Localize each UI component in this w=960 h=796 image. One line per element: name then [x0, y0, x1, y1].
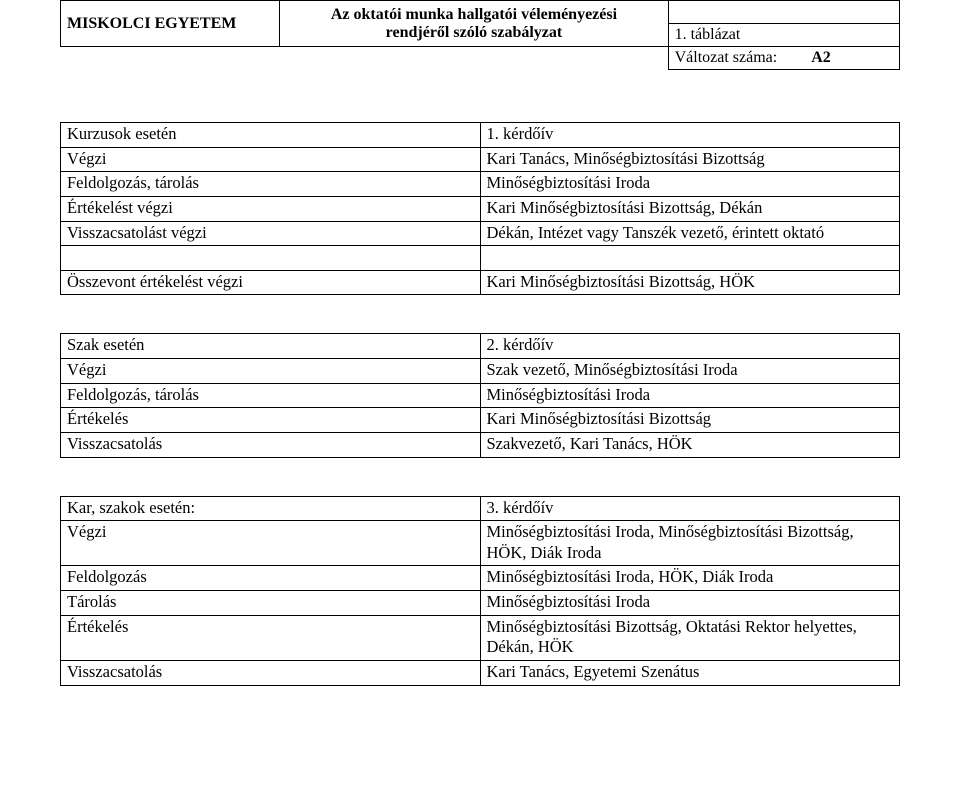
cell-left: Visszacsatolást végzi	[61, 221, 481, 246]
cell-right: Minőségbiztosítási Bizottság, Oktatási R…	[480, 615, 900, 660]
table-row: Visszacsatolást végziDékán, Intézet vagy…	[61, 221, 900, 246]
cell-left: Végzi	[61, 521, 481, 566]
table-row: TárolásMinőségbiztosítási Iroda	[61, 591, 900, 616]
page: MISKOLCI EGYETEM Az oktatói munka hallga…	[0, 0, 960, 796]
cell-left: Kurzusok esetén	[61, 123, 481, 148]
cell-left: Visszacsatolás	[61, 660, 481, 685]
cell-right: 3. kérdőív	[480, 496, 900, 521]
header-blank	[668, 1, 899, 24]
table-row: VisszacsatolásSzakvezető, Kari Tanács, H…	[61, 432, 900, 457]
table-row: VégziKari Tanács, Minőségbiztosítási Biz…	[61, 147, 900, 172]
cell-right: Minőségbiztosítási Iroda, Minőségbiztosí…	[480, 521, 900, 566]
cell-right: Minőségbiztosítási Iroda	[480, 172, 900, 197]
cell-right: 1. kérdőív	[480, 123, 900, 148]
cell-left: Feldolgozás, tárolás	[61, 172, 481, 197]
table-row: Értékelést végziKari Minőségbiztosítási …	[61, 196, 900, 221]
cell-left: Feldolgozás	[61, 566, 481, 591]
table-row: ÉrtékelésMinőségbiztosítási Bizottság, O…	[61, 615, 900, 660]
table-row: Kurzusok esetén1. kérdőív	[61, 123, 900, 148]
header-title-line1: Az oktatói munka hallgatói véleményezési	[331, 6, 617, 23]
table-kurzusok-body: Kurzusok esetén1. kérdőívVégziKari Tanác…	[61, 123, 900, 295]
cell-right: Szakvezető, Kari Tanács, HÖK	[480, 432, 900, 457]
cell-right: Kari Minőségbiztosítási Bizottság	[480, 408, 900, 433]
table-row: Feldolgozás, tárolásMinőségbiztosítási I…	[61, 172, 900, 197]
cell-left: Végzi	[61, 147, 481, 172]
cell-right: Minőségbiztosítási Iroda, HÖK, Diák Irod…	[480, 566, 900, 591]
table-row: Szak esetén2. kérdőív	[61, 334, 900, 359]
cell-left: Szak esetén	[61, 334, 481, 359]
header-version: Változat száma: A2	[668, 47, 899, 70]
table-row: Összevont értékelést végziKari Minőségbi…	[61, 270, 900, 295]
cell-right: Kari Tanács, Egyetemi Szenátus	[480, 660, 900, 685]
cell-left: Végzi	[61, 359, 481, 384]
cell-empty	[61, 246, 481, 271]
cell-left: Visszacsatolás	[61, 432, 481, 457]
header-version-value: A2	[811, 49, 831, 67]
table-row: Feldolgozás, tárolásMinőségbiztosítási I…	[61, 383, 900, 408]
table-row: Kar, szakok esetén:3. kérdőív	[61, 496, 900, 521]
cell-right: Kari Tanács, Minőségbiztosítási Bizottsá…	[480, 147, 900, 172]
table-gap-row	[61, 246, 900, 271]
table-kar-body: Kar, szakok esetén:3. kérdőívVégziMinősé…	[61, 496, 900, 685]
cell-right: Szak vezető, Minőségbiztosítási Iroda	[480, 359, 900, 384]
cell-left: Tárolás	[61, 591, 481, 616]
cell-right: Minőségbiztosítási Iroda	[480, 383, 900, 408]
cell-right: Kari Minőségbiztosítási Bizottság, HÖK	[480, 270, 900, 295]
cell-right: Kari Minőségbiztosítási Bizottság, Dékán	[480, 196, 900, 221]
header-title-line2: rendjéről szóló szabályzat	[386, 24, 563, 41]
table-szak: Szak esetén2. kérdőívVégziSzak vezető, M…	[60, 333, 900, 457]
table-row: FeldolgozásMinőségbiztosítási Iroda, HÖK…	[61, 566, 900, 591]
header-table: MISKOLCI EGYETEM Az oktatói munka hallga…	[60, 0, 900, 70]
header-org: MISKOLCI EGYETEM	[61, 1, 280, 47]
cell-left: Értékelés	[61, 408, 481, 433]
table-row: VisszacsatolásKari Tanács, Egyetemi Szen…	[61, 660, 900, 685]
table-row: ÉrtékelésKari Minőségbiztosítási Bizotts…	[61, 408, 900, 433]
header-title: Az oktatói munka hallgatói véleményezési…	[280, 1, 668, 47]
table-kurzusok: Kurzusok esetén1. kérdőívVégziKari Tanác…	[60, 122, 900, 295]
table-szak-body: Szak esetén2. kérdőívVégziSzak vezető, M…	[61, 334, 900, 457]
cell-left: Kar, szakok esetén:	[61, 496, 481, 521]
cell-left: Összevont értékelést végzi	[61, 270, 481, 295]
table-row: VégziSzak vezető, Minőségbiztosítási Iro…	[61, 359, 900, 384]
table-kar: Kar, szakok esetén:3. kérdőívVégziMinősé…	[60, 496, 900, 686]
header-version-label: Változat száma:	[675, 49, 778, 66]
cell-right: Minőségbiztosítási Iroda	[480, 591, 900, 616]
cell-empty	[480, 246, 900, 271]
cell-left: Feldolgozás, tárolás	[61, 383, 481, 408]
cell-left: Értékelés	[61, 615, 481, 660]
table-row: VégziMinőségbiztosítási Iroda, Minőségbi…	[61, 521, 900, 566]
cell-right: 2. kérdőív	[480, 334, 900, 359]
header-tab-label: 1. táblázat	[668, 24, 899, 47]
cell-left: Értékelést végzi	[61, 196, 481, 221]
cell-right: Dékán, Intézet vagy Tanszék vezető, érin…	[480, 221, 900, 246]
